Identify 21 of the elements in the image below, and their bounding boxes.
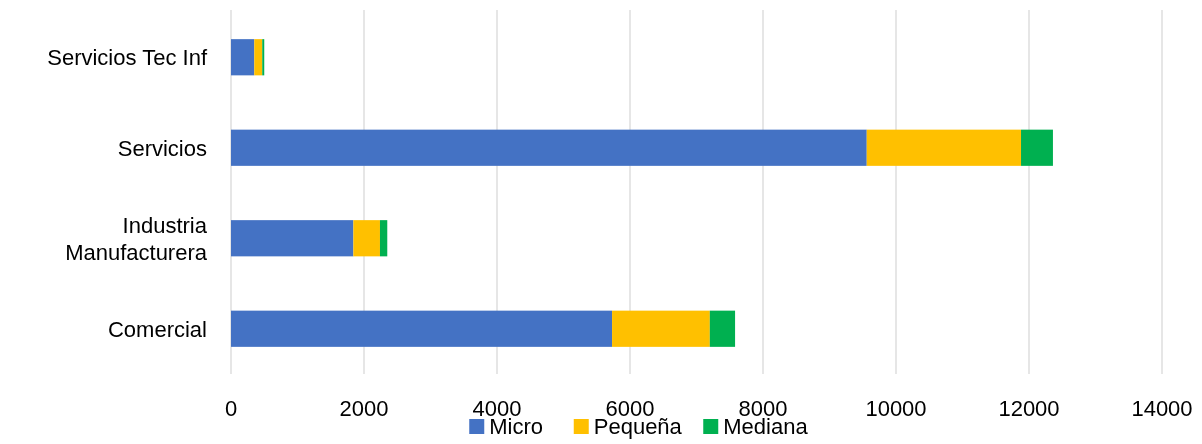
x-tick-label: 0 bbox=[224, 396, 238, 421]
bar bbox=[866, 129, 1022, 166]
bar bbox=[1021, 129, 1053, 166]
y-tick-label: Comercial bbox=[107, 316, 207, 342]
y-tick-label: Servicios Tec Inf bbox=[47, 44, 208, 70]
bar bbox=[231, 310, 613, 347]
bar bbox=[353, 220, 380, 257]
bar bbox=[231, 220, 354, 257]
x-tick-label: 6000 bbox=[605, 396, 655, 421]
bar bbox=[379, 220, 388, 257]
x-tick-label: 10000 bbox=[865, 396, 927, 421]
y-tick-label: Industria Manufacturera bbox=[65, 212, 208, 265]
x-tick-label: 14000 bbox=[1131, 396, 1193, 421]
bar bbox=[254, 39, 263, 76]
bar bbox=[231, 39, 255, 76]
bar bbox=[612, 310, 710, 347]
y-tick-label: Servicios bbox=[117, 135, 207, 161]
x-tick-label: 12000 bbox=[998, 396, 1060, 421]
bar bbox=[231, 129, 867, 166]
x-tick-label: 2000 bbox=[339, 396, 389, 421]
bar bbox=[709, 310, 736, 347]
